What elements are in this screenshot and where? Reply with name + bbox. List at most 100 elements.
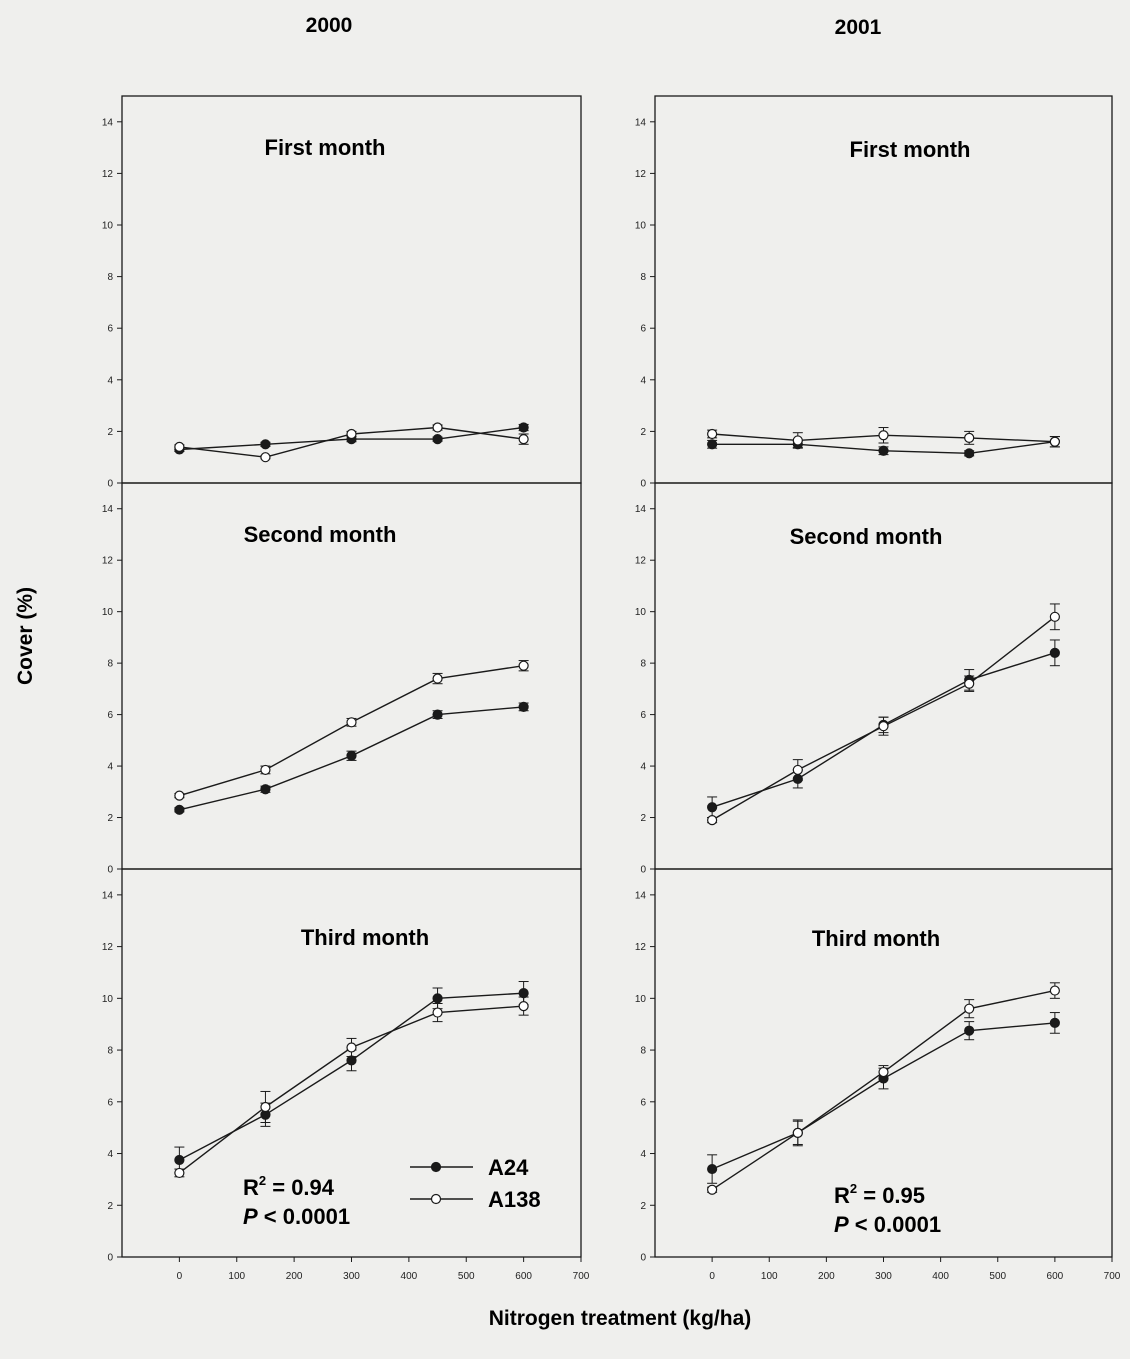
panel-title: First month bbox=[850, 137, 971, 162]
panel-2001-second-month: 0 2 4 6 8 10 12 14 Second month bbox=[635, 482, 1113, 876]
data-point-a24 bbox=[174, 804, 185, 815]
y-tick-label: 4 bbox=[640, 762, 646, 773]
p-value-2000: P < 0.0001 bbox=[243, 1204, 350, 1229]
x-tick-label: 600 bbox=[1047, 1271, 1064, 1282]
data-point-a138 bbox=[964, 432, 975, 443]
x-axis-title: Nitrogen treatment (kg/ha) bbox=[489, 1307, 752, 1330]
panel-2001-third-month: 0 2 4 6 8 10 12 14 0 100 200 300 400 500 600 700 Third m… bbox=[635, 868, 1121, 1282]
x-tick-label: 200 bbox=[286, 1271, 303, 1282]
y-tick-label: 4 bbox=[640, 375, 646, 386]
y-tick-label: 12 bbox=[635, 556, 647, 567]
y-tick-label: 12 bbox=[635, 169, 647, 180]
y-tick-label: 8 bbox=[107, 272, 113, 283]
x-tick-label: 300 bbox=[343, 1271, 360, 1282]
x-tick-label: 600 bbox=[515, 1271, 532, 1282]
data-point-a24 bbox=[432, 993, 443, 1004]
y-tick-label: 2 bbox=[107, 1201, 113, 1212]
data-point-a138 bbox=[346, 717, 357, 728]
y-tick-label: 8 bbox=[640, 659, 646, 670]
y-tick-label: 10 bbox=[102, 221, 114, 232]
y-tick-label: 14 bbox=[102, 890, 114, 901]
x-tick-label: 100 bbox=[761, 1271, 778, 1282]
data-point-a138 bbox=[1049, 985, 1060, 996]
y-tick-label: 12 bbox=[102, 942, 114, 953]
legend-a138-label: A138 bbox=[488, 1187, 541, 1212]
panel-2000-second-month: 0 2 4 6 8 10 12 14 Second month bbox=[102, 482, 582, 876]
x-tick-label: 0 bbox=[709, 1271, 715, 1282]
data-point-a138 bbox=[792, 1127, 803, 1138]
data-point-a24 bbox=[707, 439, 718, 450]
data-point-a138 bbox=[707, 428, 718, 440]
y-tick-label: 4 bbox=[107, 1149, 113, 1160]
x-tick-label: 500 bbox=[458, 1271, 475, 1282]
data-point-a138 bbox=[260, 1101, 271, 1113]
x-tick-label: 400 bbox=[932, 1271, 949, 1282]
y-tick-label: 4 bbox=[107, 375, 113, 386]
x-tick-label: 300 bbox=[875, 1271, 892, 1282]
data-point-a138 bbox=[518, 434, 529, 445]
data-point-a24 bbox=[346, 1055, 357, 1066]
data-point-a24 bbox=[260, 439, 271, 450]
panel-title: Second month bbox=[790, 524, 943, 549]
y-tick-label: 10 bbox=[635, 994, 647, 1005]
y-tick-label: 12 bbox=[102, 556, 114, 567]
data-point-a24 bbox=[518, 701, 529, 712]
legend-a138-marker bbox=[430, 1193, 442, 1205]
data-point-a24 bbox=[964, 1025, 975, 1036]
data-point-a138 bbox=[878, 721, 889, 732]
data-point-a138 bbox=[260, 452, 271, 463]
y-tick-label: 8 bbox=[107, 1046, 113, 1057]
y-tick-label: 10 bbox=[635, 221, 647, 232]
r-squared-2000: R2 = 0.94 bbox=[243, 1173, 335, 1200]
p-value-2001: P < 0.0001 bbox=[834, 1212, 941, 1237]
y-tick-label: 14 bbox=[635, 117, 647, 128]
y-tick-label: 8 bbox=[640, 1046, 646, 1057]
data-point-a138 bbox=[964, 678, 975, 689]
y-tick-label: 6 bbox=[107, 710, 113, 721]
y-tick-label: 6 bbox=[640, 1097, 646, 1108]
data-point-a138 bbox=[1049, 436, 1060, 447]
y-tick-label: 10 bbox=[102, 994, 114, 1005]
data-point-a138 bbox=[432, 673, 443, 684]
data-point-a138 bbox=[174, 790, 185, 801]
legend-a24-label: A24 bbox=[488, 1155, 529, 1180]
y-tick-label: 0 bbox=[640, 479, 646, 490]
data-point-a138 bbox=[878, 1066, 889, 1078]
data-point-a24 bbox=[432, 434, 443, 445]
data-point-a138 bbox=[346, 428, 357, 440]
y-tick-label: 8 bbox=[107, 659, 113, 670]
y-tick-label: 2 bbox=[640, 1201, 646, 1212]
x-tick-label: 500 bbox=[989, 1271, 1006, 1282]
y-tick-label: 2 bbox=[107, 813, 113, 824]
y-tick-label: 0 bbox=[107, 1253, 113, 1264]
data-point-a24 bbox=[518, 422, 529, 433]
data-point-a138 bbox=[792, 764, 803, 776]
data-point-a138 bbox=[260, 764, 271, 776]
y-tick-label: 0 bbox=[107, 479, 113, 490]
panel-title: Second month bbox=[244, 522, 397, 547]
y-tick-label: 12 bbox=[102, 169, 114, 180]
y-tick-label: 14 bbox=[635, 890, 647, 901]
column-title-2000: 2000 bbox=[306, 14, 353, 37]
data-point-a24 bbox=[260, 784, 271, 795]
y-tick-label: 2 bbox=[107, 427, 113, 438]
x-tick-label: 0 bbox=[177, 1271, 183, 1282]
stats-2001: R2 = 0.95 P < 0.0001 bbox=[834, 1181, 941, 1237]
x-tick-label: 700 bbox=[573, 1271, 590, 1282]
y-tick-label: 0 bbox=[107, 865, 113, 876]
panel-title: Third month bbox=[812, 926, 940, 951]
x-tick-label: 700 bbox=[1104, 1271, 1121, 1282]
y-tick-label: 4 bbox=[107, 762, 113, 773]
x-tick-label: 400 bbox=[401, 1271, 418, 1282]
column-title-2001: 2001 bbox=[835, 16, 882, 39]
data-point-a24 bbox=[964, 448, 975, 459]
x-tick-label: 100 bbox=[228, 1271, 245, 1282]
y-tick-label: 10 bbox=[635, 607, 647, 618]
panel-2000-first-month: 0 2 4 6 8 10 12 14 First month bbox=[102, 95, 582, 490]
data-point-a138 bbox=[518, 660, 529, 671]
panel-2000-third-month: 0 2 4 6 8 10 12 14 0 100 200 300 400 500 600 700 Third m… bbox=[102, 868, 590, 1282]
legend: A24 A138 bbox=[410, 1155, 541, 1212]
y-tick-label: 6 bbox=[640, 324, 646, 335]
data-point-a24 bbox=[174, 1154, 185, 1166]
